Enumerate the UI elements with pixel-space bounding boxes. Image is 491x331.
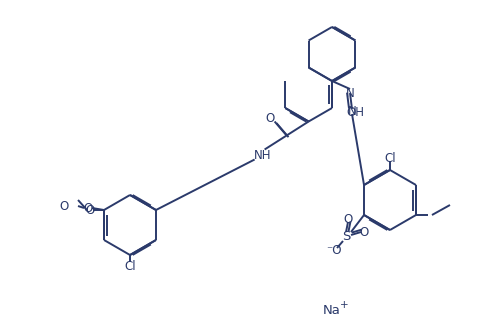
Text: S: S — [342, 230, 350, 244]
Text: O: O — [343, 213, 353, 225]
Text: N: N — [346, 86, 355, 100]
Text: O: O — [359, 225, 369, 239]
Text: O: O — [85, 204, 95, 216]
Text: O: O — [60, 200, 69, 213]
Text: OH: OH — [346, 106, 364, 118]
Text: Cl: Cl — [124, 260, 136, 273]
Text: O: O — [265, 112, 274, 125]
Text: NH: NH — [254, 149, 272, 162]
Text: Na: Na — [323, 304, 341, 316]
Text: O: O — [83, 202, 93, 214]
Text: +: + — [340, 300, 348, 310]
Text: Cl: Cl — [384, 152, 396, 165]
Text: ⁻O: ⁻O — [326, 245, 342, 258]
Text: N: N — [348, 105, 356, 118]
